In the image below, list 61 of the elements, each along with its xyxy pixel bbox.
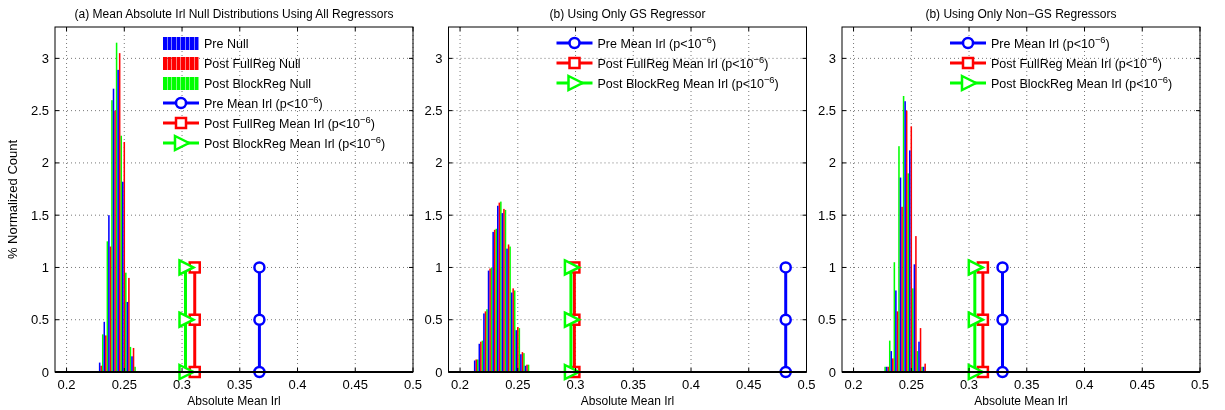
x-tick-label: 0.4 [1075,377,1094,392]
y-tick-label: 1.5 [30,207,49,223]
y-tick-label: 3 [828,50,836,66]
y-tick-label: 1.5 [424,207,443,223]
legend-label: Pre Null [204,37,249,51]
x-axis-title: Absolute Mean Irl [187,394,281,408]
legend-label: Pre Mean Irl (p<10$^{−6}$) [597,35,717,51]
x-tick-label: 0.3 [566,377,585,392]
legend-label: Pre Mean Irl (p<10$^{−6}$) [991,35,1110,51]
y-tick-label: 2 [41,155,49,171]
x-tick-label: 0.35 [620,377,646,392]
x-tick-label: 0.35 [1014,377,1040,392]
y-tick-label: 2.5 [424,103,443,119]
x-tick-label: 0.25 [505,377,531,392]
y-tick-label: 2.5 [817,103,836,119]
x-tick-label: 0.2 [451,377,470,392]
x-axis-title: Absolute Mean Irl [580,394,675,408]
x-tick-label: 0.5 [1190,377,1210,392]
x-tick-label: 0.3 [172,377,192,392]
x-tick-label: 0.2 [57,377,76,392]
x-tick-label: 0.25 [111,377,137,392]
legend-label: Post BlockReg Mean Irl (p<10$^{−6}$) [204,135,386,151]
x-tick-label: 0.2 [844,377,863,392]
y-tick-label: 0.5 [817,312,836,328]
legend-label: Post FullReg Null [204,57,301,71]
legend-label: Post BlockReg Mean Irl (p<10$^{−6}$) [991,75,1173,91]
legend-label: Post FullReg Mean Irl (p<10$^{−6}$) [991,55,1162,71]
y-axis-title: % Normalized Count [5,139,20,260]
legend-label: Post BlockReg Mean Irl (p<10$^{−6}$) [597,75,779,91]
x-tick-label: 0.4 [681,377,701,392]
y-tick-label: 1.5 [817,207,836,223]
legend-label: Post BlockReg Null [204,77,311,91]
x-axis-title: Absolute Mean Irl [974,394,1068,408]
y-tick-label: 2 [828,155,836,171]
x-tick-label: 0.4 [288,377,307,392]
legend-label: Post FullReg Mean Irl (p<10$^{−6}$) [204,115,375,131]
x-tick-label: 0.3 [959,377,979,392]
x-tick-label: 0.5 [403,377,423,392]
chart-title: (b) Using Only Non−GS Regressors [925,7,1117,21]
x-tick-label: 0.45 [1129,377,1155,392]
y-tick-label: 0 [41,364,49,380]
y-tick-label: 2.5 [30,103,49,119]
legend-label: Post FullReg Mean Irl (p<10$^{−6}$) [597,55,769,71]
y-tick-label: 0 [828,364,836,380]
y-tick-label: 1 [828,259,836,275]
x-tick-label: 0.35 [227,377,253,392]
y-tick-label: 3 [435,50,443,66]
y-tick-label: 2 [435,155,443,171]
chart-title: (a) Mean Absolute Irl Null Distributions Using All Regressors [74,7,394,21]
y-tick-label: 0.5 [424,312,443,328]
y-tick-label: 0 [435,364,443,380]
x-tick-label: 0.25 [898,377,924,392]
legend-label: Pre Mean Irl (p<10$^{−6}$) [204,95,323,111]
y-tick-label: 1 [435,259,443,275]
chart-title: (b) Using Only GS Regressor [549,7,706,21]
y-tick-label: 1 [41,259,49,275]
x-tick-label: 0.45 [736,377,762,392]
x-tick-label: 0.5 [797,377,816,392]
y-tick-label: 3 [41,50,49,66]
x-tick-label: 0.45 [342,377,368,392]
y-tick-label: 0.5 [30,312,49,328]
